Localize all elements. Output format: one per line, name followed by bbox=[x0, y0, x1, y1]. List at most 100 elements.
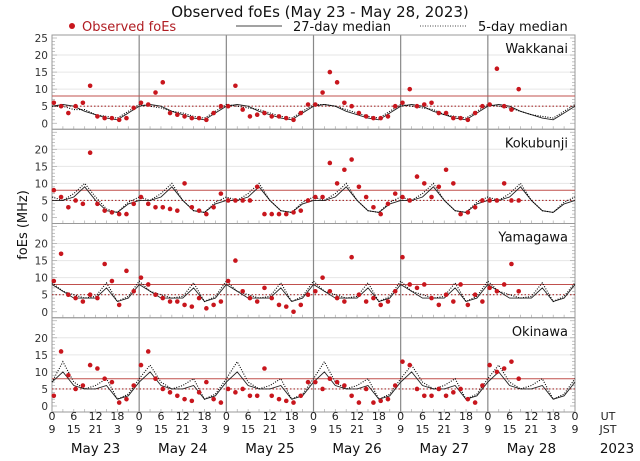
observed-point bbox=[385, 201, 391, 207]
observed-point bbox=[116, 400, 122, 405]
ut-tick-label: 0 bbox=[397, 410, 404, 423]
observed-point bbox=[378, 115, 383, 121]
observed-point bbox=[443, 393, 449, 399]
ut-tick-label: 6 bbox=[245, 410, 252, 423]
observed-point bbox=[313, 102, 318, 107]
observed-point bbox=[225, 278, 231, 284]
observed-point bbox=[102, 261, 107, 267]
ut-tick-label: 18 bbox=[110, 410, 124, 423]
jst-tick-label: 15 bbox=[154, 423, 168, 436]
observed-point bbox=[95, 366, 100, 371]
y-tick-label: 10 bbox=[35, 178, 48, 190]
observed-point bbox=[87, 292, 93, 298]
observed-point bbox=[87, 150, 93, 156]
observed-point bbox=[247, 393, 253, 399]
observed-point bbox=[211, 302, 216, 308]
observed-point bbox=[138, 194, 144, 200]
observed-point bbox=[269, 211, 275, 217]
y-tick-label: 20 bbox=[35, 50, 48, 62]
legend-median5-label: 5-day median bbox=[478, 20, 568, 35]
observed-point bbox=[233, 390, 238, 395]
observed-point bbox=[196, 295, 202, 301]
observed-point bbox=[400, 100, 405, 106]
observed-point bbox=[189, 304, 195, 309]
observed-point bbox=[58, 103, 64, 109]
observed-point bbox=[182, 181, 187, 186]
jst-tick-label: 3 bbox=[550, 423, 557, 436]
legend: Observed foEs 27-day median 5-day median bbox=[69, 20, 568, 35]
observed-point bbox=[167, 390, 173, 395]
observed-point bbox=[138, 275, 144, 280]
y-tick-label: 25 bbox=[35, 33, 48, 45]
observed-point bbox=[305, 379, 311, 385]
observed-point bbox=[73, 103, 78, 109]
observed-point bbox=[363, 386, 369, 392]
observed-point bbox=[211, 204, 216, 210]
observed-point bbox=[392, 191, 398, 196]
observed-point bbox=[283, 304, 289, 309]
observed-point bbox=[494, 288, 500, 294]
observed-point bbox=[145, 349, 151, 354]
observed-point bbox=[487, 198, 492, 203]
observed-point bbox=[349, 393, 354, 399]
observed-point bbox=[407, 198, 413, 203]
observed-point bbox=[356, 184, 362, 190]
ut-tick-label: 0 bbox=[572, 410, 579, 423]
observed-point bbox=[167, 299, 173, 304]
observed-point bbox=[443, 167, 449, 173]
observed-point bbox=[240, 107, 245, 112]
observed-point bbox=[392, 103, 398, 109]
observed-point bbox=[436, 184, 442, 190]
observed-point bbox=[494, 369, 500, 375]
observed-point bbox=[421, 102, 427, 107]
observed-point bbox=[189, 398, 195, 404]
observed-point bbox=[349, 157, 354, 162]
observed-point bbox=[480, 299, 485, 304]
observed-point bbox=[175, 393, 180, 399]
day-label: May 23 bbox=[71, 441, 120, 457]
observed-point bbox=[429, 393, 434, 399]
observed-point bbox=[320, 194, 325, 200]
jst-tick-label: 15 bbox=[328, 423, 342, 436]
observed-point bbox=[371, 295, 376, 301]
observed-point bbox=[451, 115, 456, 121]
observed-point bbox=[487, 102, 492, 107]
observed-point bbox=[501, 366, 507, 371]
observed-point bbox=[472, 110, 478, 116]
observed-point bbox=[204, 211, 209, 217]
observed-point bbox=[225, 386, 231, 392]
observed-point bbox=[371, 400, 376, 405]
observed-point bbox=[509, 359, 514, 364]
ut-tick-label: 18 bbox=[372, 410, 386, 423]
ut-tick-label: 6 bbox=[157, 410, 164, 423]
observed-point bbox=[421, 393, 427, 399]
station-label: Kokubunji bbox=[505, 136, 568, 151]
observed-point bbox=[240, 386, 245, 392]
jst-tick-label: 21 bbox=[350, 423, 364, 436]
observed-point bbox=[465, 396, 471, 402]
median-5day-line bbox=[51, 280, 576, 303]
day-label: May 28 bbox=[507, 441, 556, 457]
observed-point bbox=[458, 211, 463, 217]
observed-point bbox=[175, 299, 180, 304]
ut-tick-label: 12 bbox=[263, 410, 277, 423]
observed-point bbox=[240, 288, 245, 294]
observed-point bbox=[218, 191, 224, 196]
observed-point bbox=[211, 396, 216, 402]
observed-point bbox=[400, 254, 405, 260]
observed-point bbox=[80, 201, 86, 207]
observed-point bbox=[385, 396, 391, 402]
ut-tick-label: 0 bbox=[49, 410, 56, 423]
observed-point bbox=[320, 275, 325, 280]
observed-point bbox=[371, 115, 376, 121]
observed-point bbox=[458, 115, 463, 121]
observed-point bbox=[131, 288, 137, 294]
observed-point bbox=[269, 114, 275, 119]
observed-point bbox=[421, 282, 427, 287]
observed-point bbox=[334, 379, 340, 385]
observed-point bbox=[472, 204, 478, 210]
observed-point bbox=[516, 376, 522, 382]
observed-point bbox=[124, 396, 129, 402]
observed-point bbox=[131, 383, 137, 388]
